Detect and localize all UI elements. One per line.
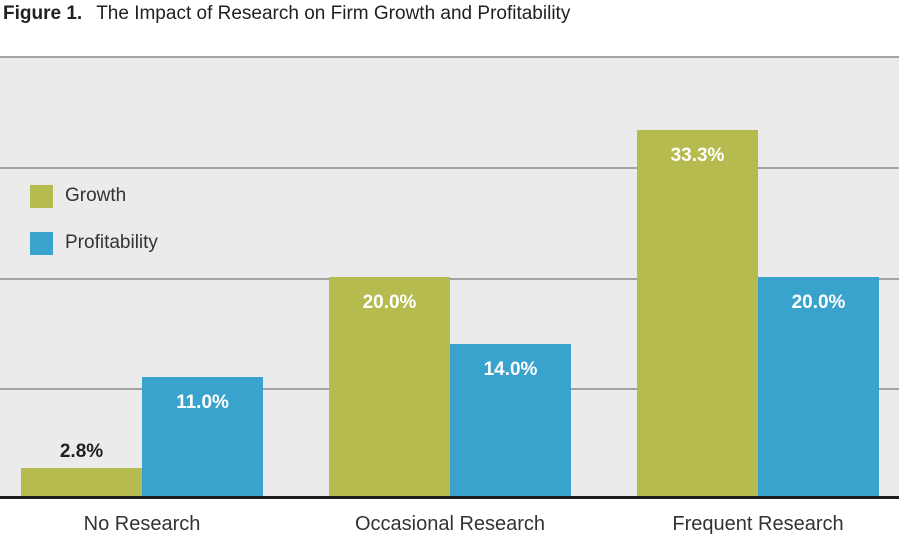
x-axis-line xyxy=(0,496,899,499)
gridline-30pct xyxy=(0,167,899,169)
figure-title: Figure 1. The Impact of Research on Firm … xyxy=(3,3,570,25)
x-axis-labels: No Research Occasional Research Frequent R… xyxy=(0,511,899,542)
bar-profitability-1 xyxy=(142,377,263,499)
bar-value-label-profitability-2: 14.0% xyxy=(483,359,538,380)
category-label-2: Occasional Research xyxy=(354,513,546,535)
bar-value-label-growth-2: 20.0% xyxy=(362,292,417,313)
figure-number-label: Figure 1. xyxy=(3,3,83,24)
legend: Growth Profitability xyxy=(30,184,158,278)
bar-profitability-3 xyxy=(758,277,879,499)
bar-growth-3 xyxy=(637,130,758,499)
page-title: The Impact of Research on Firm Growth an… xyxy=(96,3,571,24)
bar-growth-1 xyxy=(21,468,142,499)
bar-value-label-growth-3: 33.3% xyxy=(670,145,725,166)
growth-swatch-icon xyxy=(30,184,53,208)
bar-value-label-profitability-3: 20.0% xyxy=(791,292,846,313)
bar-profitability-2 xyxy=(450,344,571,499)
bar-value-label-profitability-1: 11.0% xyxy=(176,392,229,413)
profitability-swatch-icon xyxy=(30,231,53,255)
bar-value-label-growth-1: 2.8% xyxy=(59,441,104,462)
category-label-3: Frequent Research xyxy=(672,513,844,535)
gridline-40pct xyxy=(0,56,899,58)
legend-item-growth: Growth xyxy=(30,184,158,208)
plot-area: Growth Profitability 2.8% 11.0% 20.0% 14.0%… xyxy=(0,56,899,499)
legend-item-profitability: Profitability xyxy=(30,231,158,255)
bar-growth-2 xyxy=(329,277,450,499)
legend-label-profitability: Profitability xyxy=(65,232,158,253)
legend-label-growth: Growth xyxy=(65,185,127,206)
category-label-1: No Research xyxy=(83,513,201,535)
